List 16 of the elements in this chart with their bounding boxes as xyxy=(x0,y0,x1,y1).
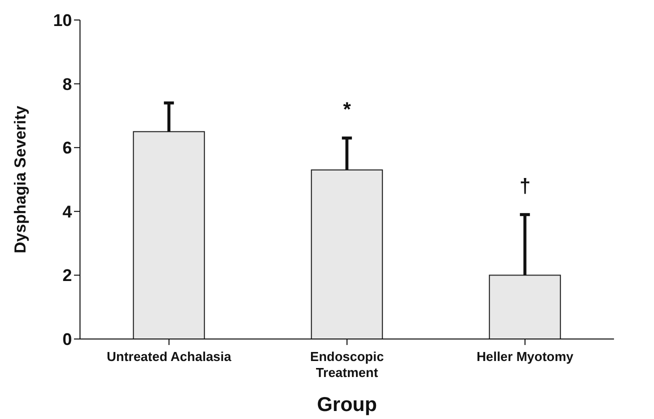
x-tick-label: Untreated Achalasia xyxy=(106,349,232,364)
annotation: * xyxy=(343,99,352,122)
x-tick-label: Heller Myotomy xyxy=(476,349,574,364)
y-tick-label: 6 xyxy=(62,138,72,158)
y-tick-label: 2 xyxy=(62,266,72,286)
bar xyxy=(488,274,561,339)
x-axis-title: Group xyxy=(317,394,377,416)
y-tick-label: 4 xyxy=(62,202,73,222)
y-tick-label: 0 xyxy=(62,330,72,350)
y-tick-label: 10 xyxy=(53,11,72,30)
y-axis-title: Dysphagia Severity xyxy=(12,106,30,254)
y-tick-label: 8 xyxy=(62,74,72,94)
x-tick-label: Endoscopic Treatment xyxy=(310,349,384,380)
bar xyxy=(132,131,205,339)
annotation: † xyxy=(519,176,531,198)
bar xyxy=(310,169,383,339)
